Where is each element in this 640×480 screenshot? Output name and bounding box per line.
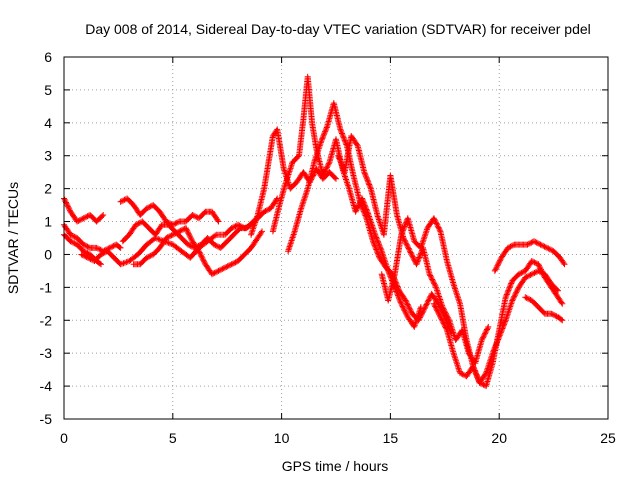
series-markers [430, 258, 566, 390]
axis-ticks [63, 56, 609, 420]
series-markers [117, 195, 222, 228]
y-tick-label: 6 [44, 49, 52, 65]
series-arc-e [117, 195, 222, 228]
series-markers [248, 126, 339, 238]
x-axis-label: GPS time / hours [282, 458, 389, 474]
y-tick-label: 2 [44, 181, 52, 197]
y-axis-label: SDTVAR / TECUs [5, 182, 21, 294]
series-arc-n [491, 238, 568, 274]
x-tick-label: 20 [491, 430, 507, 446]
x-tick-label: 0 [60, 430, 68, 446]
y-tick-label: -3 [40, 345, 53, 361]
y-tick-label: 4 [44, 115, 52, 131]
tick-labels: 0 5 10 15 20 25 -5 -4 -3 -2 -1 0 1 2 3 4 5 6 [40, 49, 616, 446]
chart-title: Day 008 of 2014, Sidereal Day-to-day VTE… [85, 21, 591, 37]
y-tick-label: 5 [44, 82, 52, 98]
y-tick-label: 0 [44, 246, 52, 262]
series-markers [491, 238, 568, 274]
y-tick-label: -1 [40, 279, 53, 295]
series-markers [522, 294, 566, 324]
series-arc-i [269, 73, 424, 330]
series-arc-h [248, 126, 339, 238]
series-arc-k [335, 133, 492, 367]
x-tick-label: 15 [383, 430, 399, 446]
y-tick-label: 3 [44, 148, 52, 164]
series-arc-g [130, 225, 265, 278]
x-tick-label: 10 [274, 430, 290, 446]
y-tick-label: 1 [44, 214, 52, 230]
y-tick-label: -5 [40, 411, 53, 427]
data-series [61, 73, 568, 390]
y-tick-label: -2 [40, 312, 53, 328]
series-arc-m [430, 258, 566, 390]
x-tick-label: 25 [600, 430, 616, 446]
x-tick-label: 5 [169, 430, 177, 446]
series-markers [130, 225, 265, 278]
series-markers [269, 73, 424, 330]
plot-frame [63, 56, 609, 420]
series-arc-o [522, 294, 566, 324]
series-markers [335, 133, 492, 367]
y-tick-label: -4 [40, 378, 53, 394]
